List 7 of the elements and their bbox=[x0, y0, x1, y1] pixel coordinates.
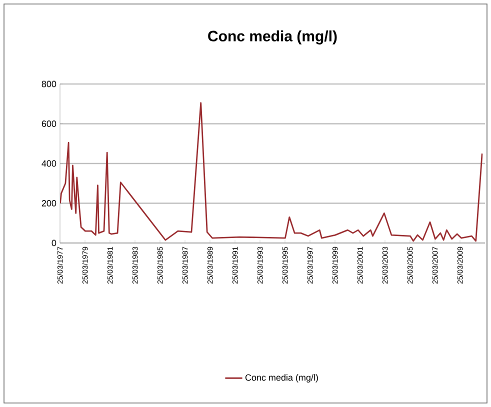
y-tick-label: 800 bbox=[42, 80, 56, 88]
y-tick-label: 200 bbox=[42, 200, 56, 206]
y-tick-label: 400 bbox=[42, 160, 56, 167]
chart-title: Conc media (mg/l) bbox=[208, 30, 337, 44]
legend-label: Conc media (mg/l) bbox=[245, 374, 318, 383]
y-tick-label: 600 bbox=[42, 120, 56, 127]
y-tick-label: 0 bbox=[52, 240, 56, 246]
